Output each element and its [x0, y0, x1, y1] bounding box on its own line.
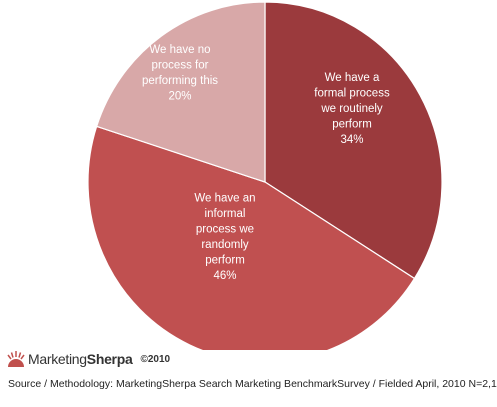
slice-value-label: 20%: [168, 90, 191, 102]
slice-value-label: 34%: [340, 134, 363, 146]
slice-label-line: perform: [205, 254, 245, 266]
slice-label-line: randomly: [201, 239, 249, 251]
source-note: Source / Methodology: MarketingSherpa Se…: [8, 378, 497, 390]
slice-label-line: formal process: [314, 88, 390, 100]
brand-name-part2: Sherpa: [86, 351, 133, 367]
slice-label-line: We have a: [325, 72, 380, 84]
slice-value-label: 46%: [213, 270, 236, 282]
slice-label-line: We have no: [149, 44, 210, 56]
marketingsherpa-logo: MarketingSherpa ©2010: [6, 348, 170, 370]
pie-slice-3: [95, 1, 266, 183]
pie-slice-2: [87, 125, 416, 350]
slice-label-line: process we: [196, 223, 254, 235]
slice-label-3: We have no process for performing this 20%: [142, 44, 218, 103]
sunrise-logo-icon: [7, 351, 25, 367]
slice-label-line: process for: [152, 59, 209, 71]
slice-label-line: We have an: [194, 192, 255, 204]
slice-label-1: We have a formal process we routinely perfo…: [314, 72, 390, 146]
brand-name-part1: Marketing: [28, 351, 87, 367]
slice-label-2: We have an informal process we randomly perf…: [194, 192, 255, 281]
slice-label-line: informal: [205, 208, 246, 220]
pie-slice-1: [264, 1, 443, 280]
slice-label-line: perform: [332, 119, 372, 131]
brand-name: MarketingSherpa: [28, 351, 133, 367]
slice-label-line: we routinely: [320, 103, 383, 115]
brand-year: ©2010: [140, 353, 171, 365]
pie-chart: We have a formal process we routinely perfo…: [87, 1, 443, 350]
slice-label-line: performing this: [142, 75, 218, 87]
